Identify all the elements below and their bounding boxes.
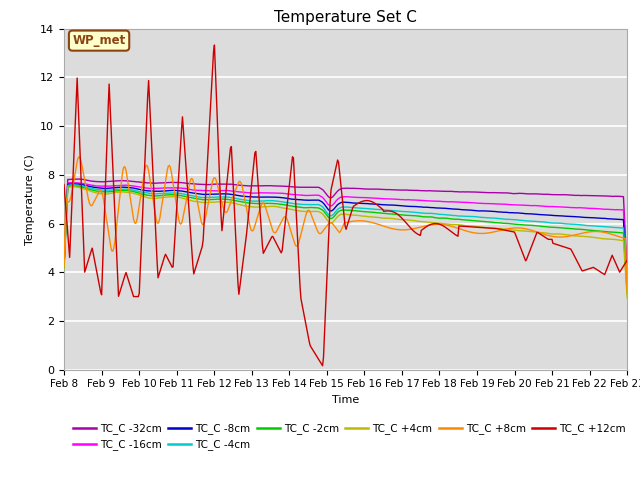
- Title: Temperature Set C: Temperature Set C: [274, 10, 417, 25]
- Legend: TC_C -32cm, TC_C -16cm, TC_C -8cm, TC_C -4cm, TC_C -2cm, TC_C +4cm, TC_C +8cm, T: TC_C -32cm, TC_C -16cm, TC_C -8cm, TC_C …: [69, 419, 630, 455]
- X-axis label: Time: Time: [332, 395, 359, 405]
- Y-axis label: Temperature (C): Temperature (C): [24, 154, 35, 245]
- Text: WP_met: WP_met: [72, 34, 125, 47]
